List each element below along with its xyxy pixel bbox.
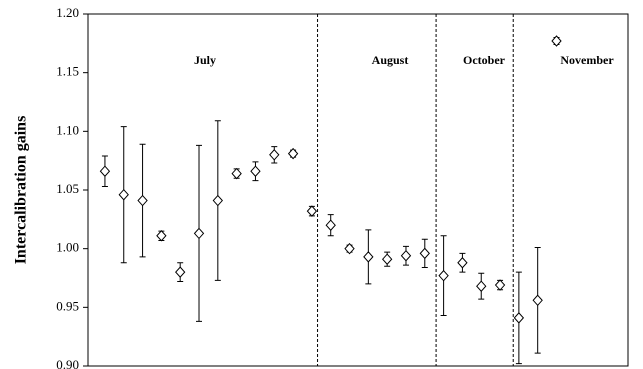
marker [325,219,336,231]
marker [494,279,506,291]
y-tick-label: 1.00 [56,240,79,255]
marker [250,165,261,177]
y-tick-label: 0.90 [56,357,79,369]
y-tick-label: 1.15 [56,64,79,79]
marker [513,312,525,324]
marker [381,253,393,265]
y-axis-label: Intercalibration gains [13,116,30,265]
marker [476,280,487,292]
month-label: August [372,53,409,67]
month-label: July [194,53,216,67]
y-tick-label: 1.20 [56,5,79,20]
marker [306,205,318,217]
y-tick-label: 1.10 [56,122,79,137]
month-label: October [463,53,506,67]
marker [137,194,148,207]
marker [438,269,449,282]
plot-frame [87,13,629,367]
marker [287,147,299,160]
marker [212,194,223,207]
y-tick-label: 0.95 [56,298,79,313]
marker [118,188,129,201]
marker [269,149,280,161]
month-label: November [560,53,614,67]
marker [400,249,412,262]
marker [551,35,562,47]
y-tick-label: 1.05 [56,181,79,196]
marker [363,251,374,263]
marker [175,266,186,278]
marker [231,167,242,180]
marker [457,256,468,269]
marker [532,294,543,307]
marker [156,230,167,242]
marker [193,227,205,240]
marker [419,247,430,260]
marker [99,165,111,177]
marker [344,242,355,255]
